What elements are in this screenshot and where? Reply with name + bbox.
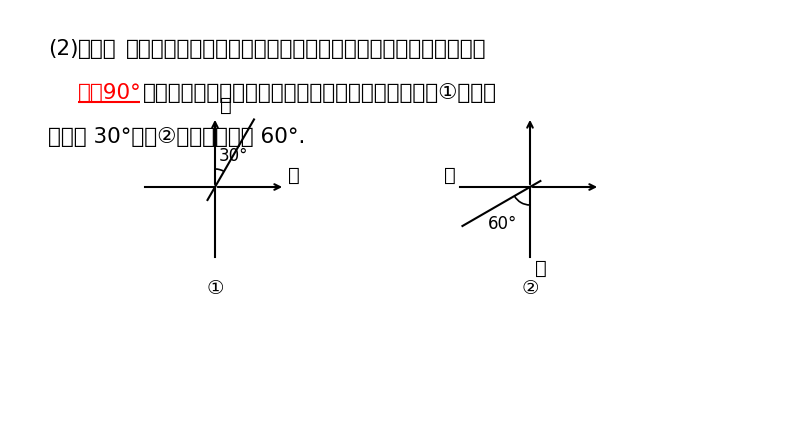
Text: (2): (2): [48, 39, 79, 59]
Text: 30°: 30°: [219, 147, 249, 165]
Text: 南: 南: [535, 259, 547, 278]
Text: 北偏东 30°，图②中表示南偏西 60°.: 北偏东 30°，图②中表示南偏西 60°.: [48, 127, 306, 147]
Text: ②: ②: [521, 279, 539, 298]
Text: 东: 东: [288, 166, 300, 185]
Text: 的水平角，它是方位角的另一种表示形式．如图，图①中表示: 的水平角，它是方位角的另一种表示形式．如图，图①中表示: [143, 83, 497, 103]
Text: 方向角: 方向角: [78, 39, 117, 59]
Text: ①: ①: [206, 279, 224, 298]
Text: ：指以观测者为中心，正北或正南的方向线与目标方向线所成的: ：指以观测者为中心，正北或正南的方向线与目标方向线所成的: [126, 39, 487, 59]
Text: 60°: 60°: [488, 215, 518, 233]
Text: 北: 北: [220, 96, 232, 115]
Text: 西: 西: [445, 166, 456, 185]
Text: 小于90°: 小于90°: [78, 83, 142, 103]
